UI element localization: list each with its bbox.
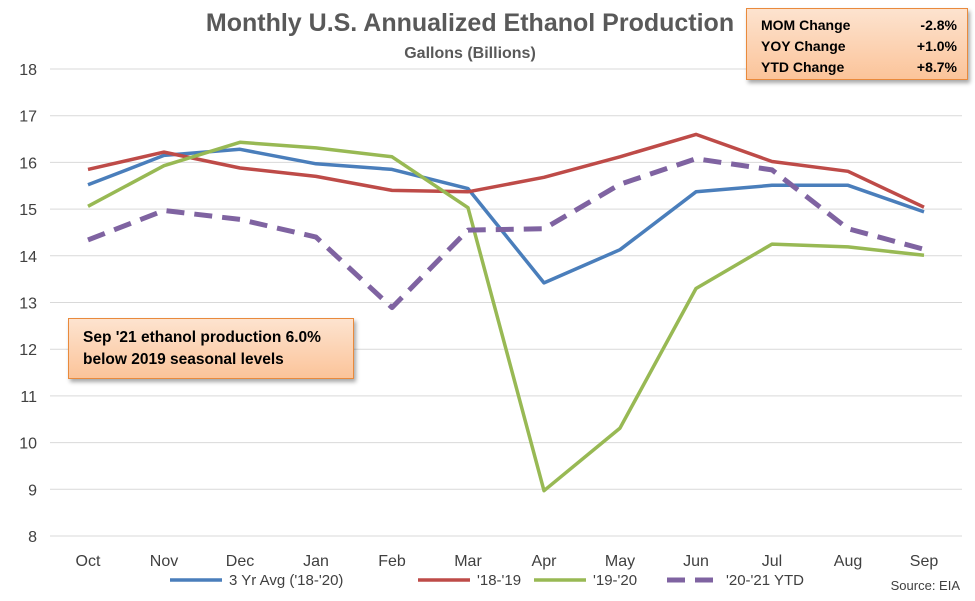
y-tick-label: 8 — [28, 529, 37, 546]
series-line-2 — [87, 132, 925, 209]
y-tick-label: 13 — [19, 296, 37, 313]
y-tick-label: 10 — [19, 436, 37, 453]
chart-title: Monthly U.S. Annualized Ethanol Producti… — [206, 9, 734, 37]
legend-label-4: '20-'21 YTD — [726, 572, 804, 589]
x-tick-label: Jun — [683, 553, 709, 570]
x-tick-label: Mar — [454, 553, 482, 570]
change-summary-box: MOM Change -2.8% YOY Change +1.0% YTD Ch… — [746, 8, 968, 80]
ytd-change-label: YTD Change — [761, 59, 845, 75]
series-line-4 — [87, 156, 925, 311]
annotation-line-1: Sep '21 ethanol production 6.0% — [83, 329, 321, 346]
grid-lines — [50, 68, 962, 537]
y-tick-label: 15 — [19, 202, 37, 219]
x-tick-label: Aug — [834, 553, 862, 570]
x-tick-label: Jan — [303, 553, 329, 570]
series-layer — [87, 132, 925, 493]
legend-label-1: 3 Yr Avg ('18-'20) — [229, 572, 343, 589]
x-tick-label: Jul — [762, 553, 782, 570]
legend: 3 Yr Avg ('18-'20) '18-'19 '19-'20 '20-'21 … — [170, 572, 804, 589]
annotation-box: Sep '21 ethanol production 6.0% below 20… — [68, 318, 354, 379]
yoy-change-label: YOY Change — [761, 38, 846, 54]
y-tick-label: 11 — [20, 389, 37, 406]
annotation-line-2: below 2019 seasonal levels — [83, 351, 284, 368]
legend-label-3: '19-'20 — [593, 572, 637, 589]
x-axis: Oct Nov Dec Jan Feb Mar Apr May Jun Jul Aug Sep — [76, 553, 939, 570]
y-tick-label: 9 — [28, 482, 37, 499]
mom-change-value: -2.8% — [920, 17, 957, 33]
y-tick-label: 16 — [19, 155, 37, 172]
y-tick-label: 14 — [19, 249, 37, 266]
x-tick-label: May — [605, 553, 635, 570]
mom-change-row: MOM Change -2.8% — [761, 15, 957, 36]
y-tick-label: 17 — [19, 109, 37, 126]
ytd-change-row: YTD Change +8.7% — [761, 57, 957, 78]
series-line-3 — [87, 140, 925, 493]
x-tick-label: Feb — [378, 553, 406, 570]
yoy-change-value: +1.0% — [916, 38, 957, 54]
y-tick-label: 12 — [19, 342, 37, 359]
y-tick-label: 18 — [19, 62, 37, 79]
series-line-1 — [87, 147, 925, 285]
legend-label-2: '18-'19 — [477, 572, 521, 589]
mom-change-label: MOM Change — [761, 17, 851, 33]
x-tick-label: Dec — [226, 553, 254, 570]
source-label: Source: EIA — [891, 578, 961, 593]
ytd-change-value: +8.7% — [916, 59, 957, 75]
x-tick-label: Nov — [150, 553, 178, 570]
x-tick-label: Apr — [532, 553, 558, 570]
chart-subtitle: Gallons (Billions) — [404, 45, 536, 62]
y-axis: 8 9 10 11 12 13 14 15 16 17 18 — [19, 62, 37, 546]
yoy-change-row: YOY Change +1.0% — [761, 36, 957, 57]
x-tick-label: Sep — [910, 553, 939, 570]
x-tick-label: Oct — [76, 553, 101, 570]
